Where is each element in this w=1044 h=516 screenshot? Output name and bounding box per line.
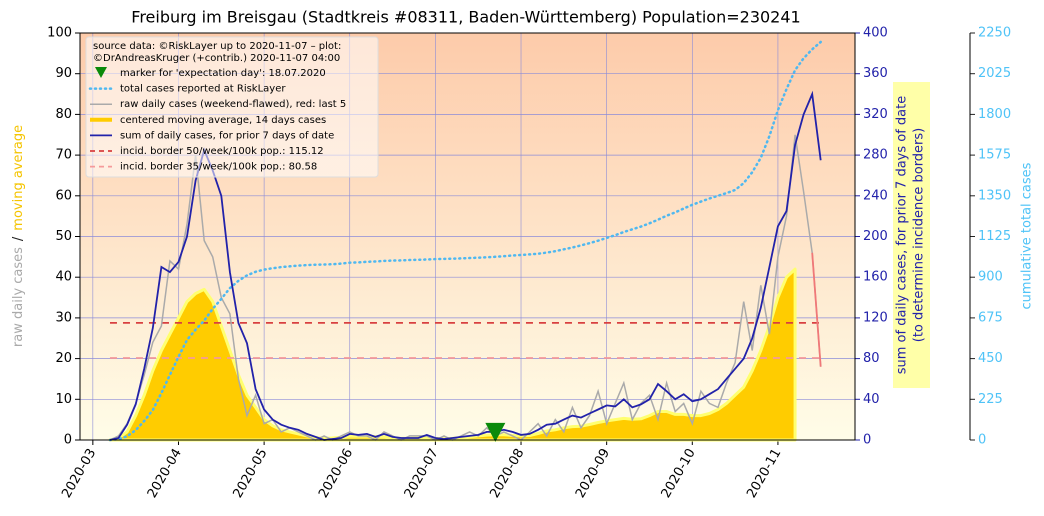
plot-frame: [79, 32, 856, 441]
y-tick-label: 80: [55, 107, 72, 122]
raw-recent-line: [811, 252, 822, 367]
y2-tick-label: 320: [863, 107, 888, 122]
y3-tick-label: 900: [978, 270, 1003, 285]
legend-box: [85, 36, 379, 178]
legend-label: incid. border 50/week/100k pop.: 115.12: [120, 146, 324, 157]
y-tick-label: 60: [55, 188, 72, 203]
y2-tick-label: 240: [863, 188, 888, 203]
legend-label: total cases reported at RiskLayer: [120, 84, 286, 95]
y-tick-label: 30: [55, 310, 72, 325]
x-tick-label: 2020-08: [487, 446, 527, 501]
y3-tick-label: 675: [978, 310, 1003, 325]
y-tick-label: 0: [64, 433, 72, 448]
y2-tick-label: 160: [863, 270, 888, 285]
y-tick-label: 20: [55, 351, 72, 366]
y-tick-label: 100: [47, 26, 72, 41]
x-tick-label: 2020-03: [59, 446, 99, 501]
y-tick-label: 90: [55, 66, 72, 81]
x-tick-label: 2020-07: [402, 446, 442, 501]
y3-tick-label: 1350: [978, 188, 1011, 203]
legend-header: ©DrAndreasKruger (+contrib.) 2020-11-07 …: [93, 53, 340, 64]
y3-tick-label: 2025: [978, 66, 1011, 81]
y2-axis-label: (to determine incidence borders): [912, 128, 927, 343]
y3-tick-label: 0: [978, 433, 986, 448]
y3-tick-label: 225: [978, 392, 1003, 407]
y2-tick-label: 40: [863, 392, 880, 407]
raw-daily-line: [109, 134, 822, 441]
y2-tick-label: 280: [863, 148, 888, 163]
y3-tick-label: 1800: [978, 107, 1011, 122]
y-tick-label: 10: [55, 392, 72, 407]
y-axis-label: raw daily cases / moving average: [11, 125, 26, 347]
y-tick-label: 50: [55, 229, 72, 244]
y3-axis-label: cumulative total cases: [1020, 162, 1035, 309]
cumulative-line: [108, 40, 822, 442]
x-tick-label: 2020-10: [659, 446, 699, 501]
y2-tick-label: 0: [863, 433, 871, 448]
legend-symbol: [95, 67, 107, 78]
y2-tick-label: 80: [863, 351, 880, 366]
y-tick-label: 70: [55, 148, 72, 163]
chart-title: Freiburg im Breisgau (Stadtkreis #08311,…: [131, 8, 800, 27]
y2-tick-label: 360: [863, 66, 888, 81]
y2-tick-label: 400: [863, 26, 888, 41]
y2-tick-label: 120: [863, 310, 888, 325]
y-axis-label-part: moving average: [11, 125, 26, 231]
legend-label: marker for 'expectation day': 18.07.2020: [120, 68, 326, 79]
sum7-line: [109, 90, 822, 441]
y2-axis-label: sum of daily cases, for prior 7 days of …: [895, 96, 910, 375]
expectation-marker: [485, 422, 506, 442]
legend-header: source data: ©RiskLayer up to 2020-11-07…: [93, 41, 341, 52]
y-axis-label-part: raw daily cases: [11, 247, 26, 347]
legend-label: incid. border 35/week/100k pop.: 80.58: [120, 162, 317, 173]
legend-label: centered moving average, 14 days cases: [120, 115, 326, 126]
y-tick-label: 40: [55, 270, 72, 285]
x-tick-label: 2020-09: [573, 446, 613, 501]
legend-label: sum of daily cases, for prior 7 days of …: [120, 130, 334, 141]
y3-tick-label: 2250: [978, 26, 1011, 41]
x-tick-label: 2020-11: [744, 446, 784, 501]
y2-label-box: [893, 82, 930, 388]
x-tick-label: 2020-05: [230, 446, 270, 501]
x-tick-label: 2020-06: [316, 446, 356, 501]
y3-tick-label: 1575: [978, 148, 1011, 163]
y-axis-label-part: /: [11, 236, 26, 241]
y3-tick-label: 1125: [978, 229, 1011, 244]
x-tick-label: 2020-04: [145, 446, 185, 501]
y2-tick-label: 200: [863, 229, 888, 244]
legend-label: raw daily cases (weekend-flawed), red: l…: [120, 99, 346, 110]
y3-tick-label: 450: [978, 351, 1003, 366]
